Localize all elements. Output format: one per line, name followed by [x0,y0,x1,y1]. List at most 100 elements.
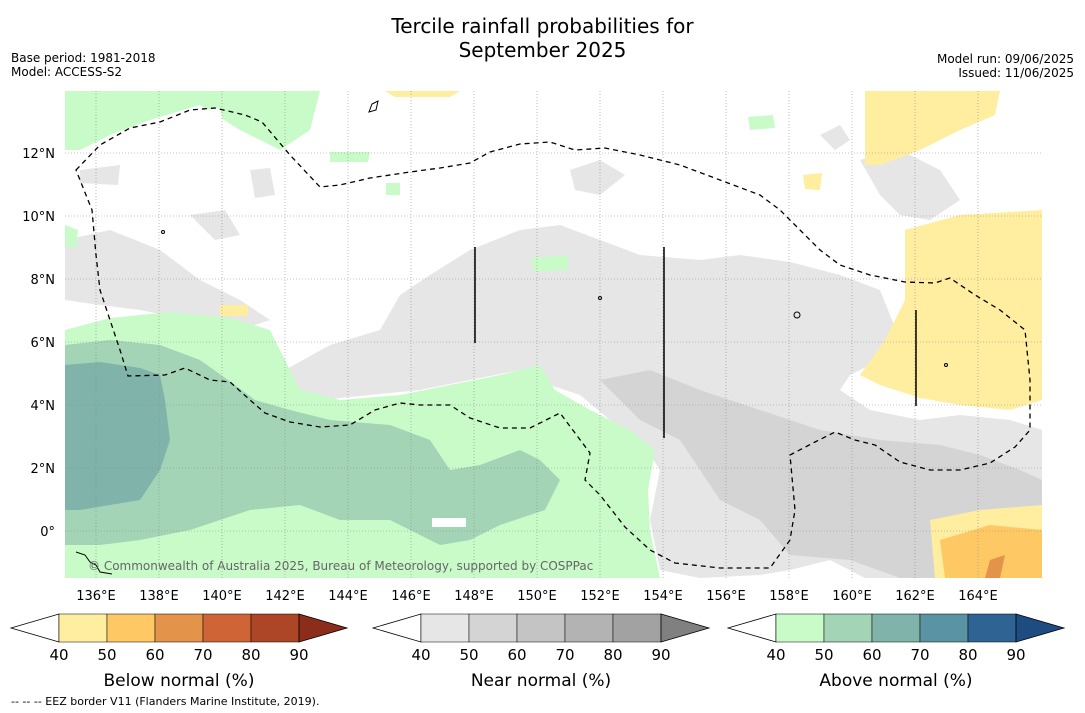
issued-date: Issued: 11/06/2025 [958,66,1074,80]
above-normal-region-core [65,362,170,510]
lon-label: 160°E [832,589,872,604]
below-normal-patch-1 [220,305,248,316]
near-normal-region-north [860,150,960,220]
base-info: Base period: 1981-2018 Model: ACCESS-S2 [11,51,156,79]
colorbar-extend-low [371,613,422,643]
white-patch-2 [432,518,466,527]
colorbar-segment [202,613,252,643]
colorbar-tick-label: 60 [862,646,881,664]
colorbar-extend-high [1015,613,1066,643]
colorbar-tick-label: 90 [651,646,670,664]
lon-label: 158°E [769,589,809,604]
map-title: Tercile rainfall probabilities for Septe… [0,14,1085,62]
lon-label: 138°E [139,589,179,604]
lat-labels: 12°N 10°N 8°N 6°N 4°N 2°N 0° [22,147,55,540]
graticule [65,91,1042,578]
below-normal-region-se-inner [940,525,1042,578]
near-normal-patch-5 [80,165,120,185]
lon-labels: 136°E 138°E 140°E 142°E 144°E 146°E 148°… [76,589,998,604]
colorbar-tick-label: 50 [459,646,478,664]
lat-label: 12°N [22,147,55,162]
below-normal-region-se-core [985,555,1005,578]
colorbar-segment [154,613,204,643]
lat-label: 2°N [31,462,56,477]
colorbar-segment [516,613,566,643]
colorbar-segment [919,613,969,643]
colorbar-segment [871,613,921,643]
lon-label: 136°E [76,589,116,604]
colorbar-segment [250,613,300,643]
lon-label: 150°E [517,589,557,604]
colorbar-tick-label: 60 [507,646,526,664]
lat-label: 10°N [22,210,55,225]
above-normal-region-north [65,91,320,150]
colorbar-title: Below normal (%) [104,671,255,691]
lon-label: 140°E [202,589,242,604]
lat-label: 4°N [31,399,56,414]
lon-label: 154°E [643,589,683,604]
lat-label: 0° [40,525,55,540]
colorbar-title: Above normal (%) [819,671,972,691]
base-period: Base period: 1981-2018 [11,51,156,65]
colorbar-tick-label: 50 [97,646,116,664]
near-normal-patch-2 [250,168,275,198]
copyright-text: © Commonwealth of Australia 2025, Bureau… [88,559,593,573]
colorbar-tick-label: 40 [411,646,430,664]
near-normal-region-west [65,230,270,330]
colorbar-tick-label: 80 [241,646,260,664]
colorbar-tick-label: 70 [910,646,929,664]
below-normal-region-east [860,210,1042,410]
colorbars: 40 50 60 70 80 90 Below normal (%) 40 50 60 70 80 90… [9,613,1066,691]
colorbar-tick-label: 40 [49,646,68,664]
colorbar: 40 50 60 70 80 90 Above normal (%) [726,613,1066,691]
colorbar-tick-label: 80 [603,646,622,664]
above-normal-patch-1 [330,152,370,162]
colorbar-segment [612,613,662,643]
colorbar-tick-label: 70 [193,646,212,664]
title-line-1: Tercile rainfall probabilities for [391,14,694,38]
islands [75,100,948,575]
colorbar-extend-high [298,613,349,643]
below-normal-patch-2 [385,91,460,97]
colorbar-extend-low [9,613,60,643]
colorbar: 40 50 60 70 80 90 Below normal (%) [9,613,349,691]
near-normal-patch-1 [820,125,850,150]
colorbar-tick-label: 70 [555,646,574,664]
model-run: Model run: 09/06/2025 [936,52,1074,66]
probability-field [65,91,1042,578]
below-normal-patch-3 [803,173,822,190]
eez-footnote: -- -- -- EEZ border V11 (Flanders Marine… [11,695,320,708]
below-normal-region-ne [865,91,1000,165]
above-normal-region-mid [65,340,560,545]
colorbar-title: Near normal (%) [471,671,611,691]
eez-border [75,107,1031,569]
colorbar-tick-label: 80 [958,646,977,664]
title-line-2: September 2025 [458,38,627,62]
colorbar-segment [564,613,614,643]
lon-label: 152°E [580,589,620,604]
colorbar-extend-high [660,613,711,643]
lon-label: 156°E [706,589,746,604]
near-normal-region-east [700,290,880,380]
lon-label: 162°E [895,589,935,604]
near-normal-patch-4 [190,210,240,240]
boundary-segments [474,247,917,438]
colorbar: 40 50 60 70 80 90 Near normal (%) [371,613,711,691]
colorbar-segment [106,613,156,643]
lon-label: 144°E [328,589,368,604]
colorbar-tick-label: 90 [1006,646,1025,664]
lat-label: 8°N [31,273,56,288]
colorbar-tick-label: 60 [145,646,164,664]
above-normal-patch-2 [530,255,568,272]
colorbar-segment [967,613,1017,643]
lon-label: 164°E [958,589,998,604]
colorbar-extend-low [726,613,777,643]
model-name: Model: ACCESS-S2 [11,65,123,79]
white-patch-1 [185,108,225,130]
colorbar-segment [823,613,873,643]
run-info: Model run: 09/06/2025 Issued: 11/06/2025 [937,52,1074,80]
lon-label: 142°E [265,589,305,604]
near-normal-patch-3 [570,160,625,195]
colorbar-tick-label: 90 [289,646,308,664]
